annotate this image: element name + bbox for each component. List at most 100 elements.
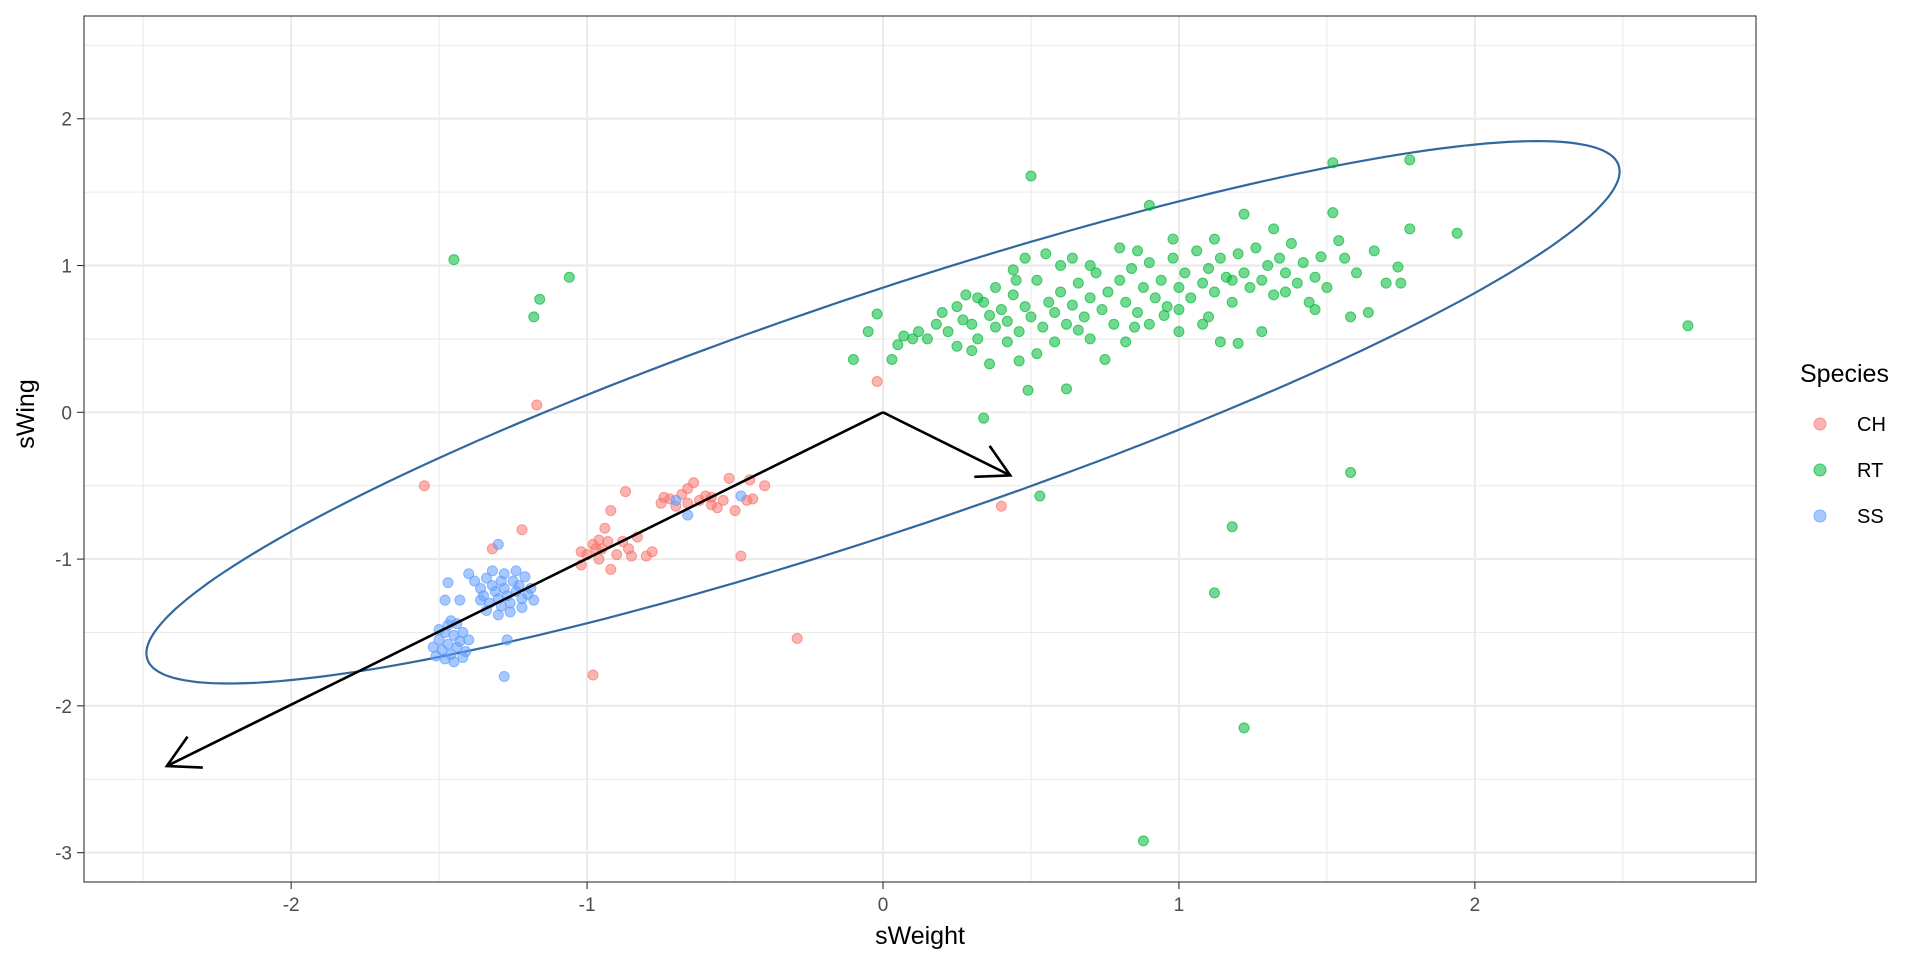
point-rt	[1084, 333, 1096, 345]
point-ch	[531, 399, 543, 411]
point-rt	[1451, 227, 1463, 239]
point-ss	[442, 577, 454, 589]
point-ch	[759, 480, 771, 492]
point-ss	[735, 490, 747, 502]
point-ch	[717, 494, 729, 506]
legend-title: Species	[1800, 360, 1889, 388]
point-ss	[492, 538, 504, 550]
point-rt	[1238, 267, 1250, 279]
point-rt	[1333, 235, 1345, 247]
point-ch	[688, 477, 700, 489]
point-rt	[1214, 252, 1226, 264]
point-rt	[1055, 286, 1067, 298]
point-rt	[1143, 199, 1155, 211]
point-rt	[1226, 521, 1238, 533]
point-ss	[463, 634, 475, 646]
point-rt	[1315, 251, 1327, 263]
point-rt	[1102, 286, 1114, 298]
point-ch	[587, 669, 599, 681]
point-ch	[871, 375, 883, 387]
arrow-head-2	[974, 445, 1013, 479]
point-rt	[1019, 301, 1031, 313]
point-rt	[1339, 252, 1351, 264]
point-ss	[498, 568, 510, 580]
point-rt	[1049, 306, 1061, 318]
point-rt	[1143, 318, 1155, 330]
point-ch	[995, 500, 1007, 512]
panel-border	[83, 15, 1757, 883]
point-rt	[1173, 282, 1185, 294]
legend-entries: CH RT SS	[1813, 414, 1886, 528]
point-rt	[1001, 336, 1013, 348]
point-ch	[620, 486, 632, 498]
point-rt	[1025, 170, 1037, 182]
point-rt	[984, 358, 996, 370]
point-rt	[1262, 260, 1274, 272]
point-rt	[972, 333, 984, 345]
point-ch	[605, 563, 617, 575]
point-rt	[1090, 267, 1102, 279]
y-tick-label: 2	[61, 110, 72, 131]
point-rt	[534, 293, 546, 305]
point-rt	[1034, 490, 1046, 502]
point-rt	[1007, 289, 1019, 301]
point-rt	[942, 326, 954, 338]
major-gridlines	[84, 16, 1756, 882]
point-rt	[921, 333, 933, 345]
point-rt	[951, 340, 963, 352]
point-ch	[658, 491, 670, 503]
y-axis: -3 -2 -1 0 1 2	[55, 110, 84, 865]
point-rt	[978, 412, 990, 424]
point-rt	[1345, 466, 1357, 478]
point-rt	[1173, 326, 1185, 338]
point-rt	[1197, 277, 1209, 289]
point-ch	[516, 524, 528, 536]
point-ch	[711, 502, 723, 514]
point-rt	[1274, 252, 1286, 264]
point-rt	[989, 282, 1001, 294]
point-ch	[723, 472, 735, 484]
point-rt	[1143, 257, 1155, 269]
point-ss	[430, 650, 442, 662]
point-ch	[605, 505, 617, 517]
point-rt	[1303, 296, 1315, 308]
point-rt	[1078, 311, 1090, 323]
point-rt	[966, 318, 978, 330]
point-rt	[1013, 326, 1025, 338]
point-rt	[1019, 252, 1031, 264]
point-rt	[1120, 336, 1132, 348]
point-rt	[907, 333, 919, 345]
arrow-head-1	[164, 735, 203, 769]
point-rt	[1114, 242, 1126, 254]
point-rt	[1179, 267, 1191, 279]
point-rt	[1013, 355, 1025, 367]
point-ss	[501, 634, 513, 646]
point-ss	[510, 565, 522, 577]
point-rt	[1132, 306, 1144, 318]
point-rt	[1037, 321, 1049, 333]
point-ss	[463, 568, 475, 580]
point-ch	[611, 549, 623, 561]
point-rt	[1060, 383, 1072, 395]
arrow-shaft-1	[166, 411, 884, 768]
point-rt	[871, 308, 883, 320]
point-ss	[457, 626, 469, 638]
point-ch	[791, 632, 803, 644]
point-rt	[1191, 245, 1203, 257]
point-rt	[1256, 326, 1268, 338]
point-rt	[1066, 252, 1078, 264]
x-tick-label: 0	[878, 895, 889, 916]
point-rt	[1167, 233, 1179, 245]
point-rt	[563, 271, 575, 283]
point-rt	[1362, 306, 1374, 318]
point-ch	[729, 505, 741, 517]
point-rt	[1256, 274, 1268, 286]
point-rt	[1226, 274, 1238, 286]
point-rt	[1126, 262, 1138, 274]
point-rt	[984, 309, 996, 321]
y-tick-label: -2	[55, 697, 72, 718]
point-rt	[1321, 282, 1333, 294]
point-rt	[1084, 292, 1096, 304]
point-rt	[1099, 353, 1111, 365]
